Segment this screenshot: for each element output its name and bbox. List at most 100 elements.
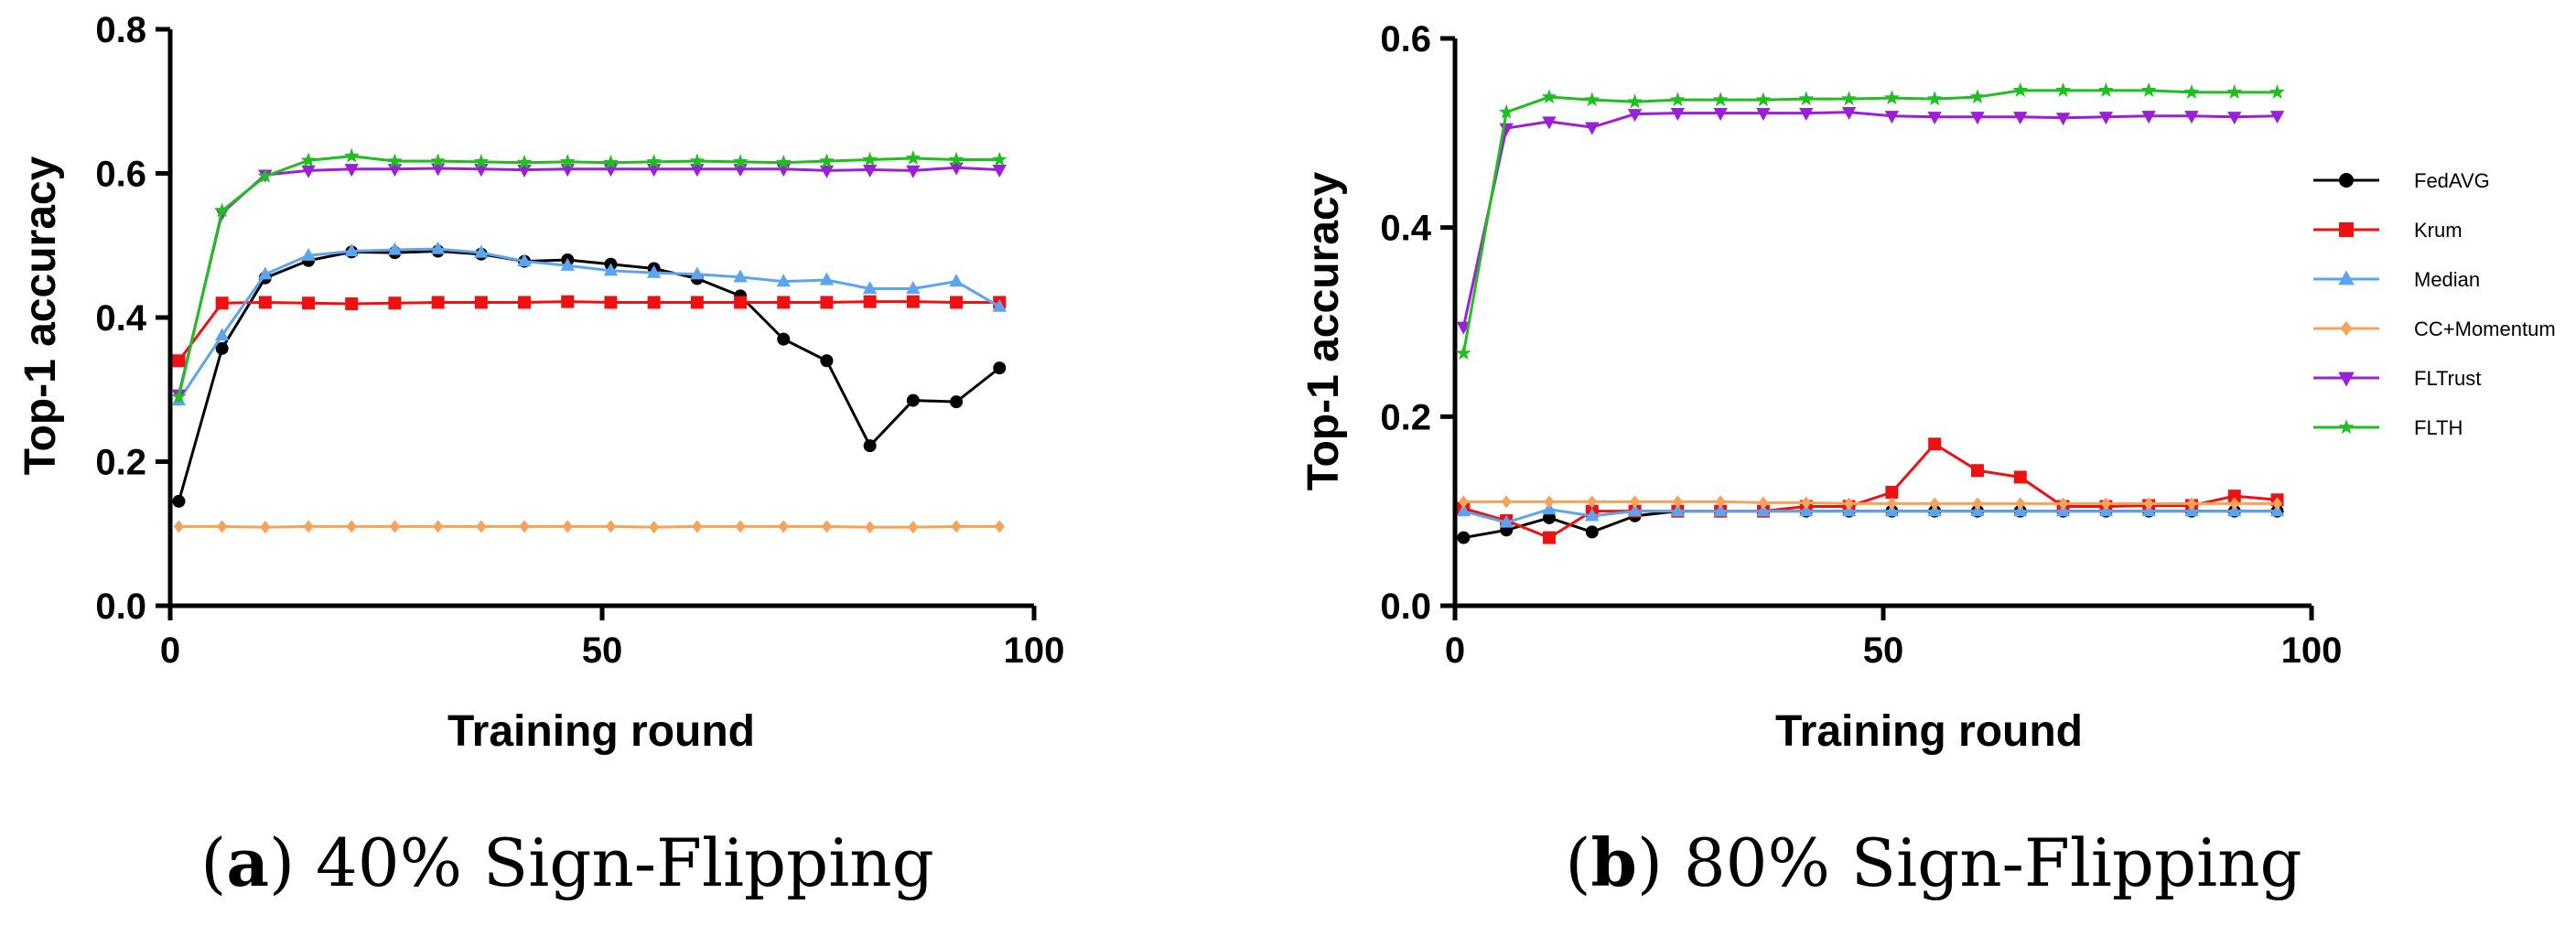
data-point [776,274,791,287]
data-point [2143,497,2154,511]
x-axis-title-a: Training round [447,707,755,756]
data-point [430,241,446,254]
x-tick-label-b: 0 [1445,630,1465,671]
legend-label: FLTH [2414,416,2463,439]
data-point [387,242,403,255]
data-point [1456,321,1471,335]
series-line [1462,508,2278,524]
data-point [991,151,1008,167]
data-point [1756,503,1771,517]
data-point [690,296,704,309]
data-point [1926,91,1943,106]
legend-item-fltrust: FLTrust [2313,367,2481,390]
series-flth-b [1455,82,2285,361]
data-point [992,164,1007,178]
legend-label: FedAVG [2414,169,2490,192]
data-point [906,165,921,178]
data-point [1884,111,1900,124]
data-point [605,520,617,533]
data-point [2226,84,2243,100]
data-point [603,263,619,276]
data-point [1927,112,1942,125]
y-tick-label-a: 0.8 [95,10,146,50]
legend-label: Median [2414,268,2480,291]
data-point [1456,503,1471,517]
data-point [214,202,231,218]
legend-item-krum: Krum [2313,219,2463,242]
data-point [476,520,487,533]
series-line [177,155,1000,397]
data-point [775,154,792,169]
y-axis-title-a: Top-1 accuracy [16,156,65,475]
series-flth-a [171,147,1008,404]
data-point [949,274,964,287]
data-point [2012,82,2029,97]
ticks-a: 0.0 0.2 0.4 0.6 0.8 0 50 100 [95,10,1064,671]
data-point [300,152,317,167]
x-tick-label-a: 50 [582,630,623,671]
caption-letter-b: b [1591,824,1637,901]
data-point [171,388,187,404]
legend-marker [2338,371,2355,387]
data-point [302,296,316,310]
data-point [1712,92,1729,107]
data-point [949,162,964,176]
data-point [1669,92,1686,107]
data-point [1501,495,1512,509]
data-point [2227,112,2242,125]
data-point [214,328,230,341]
data-point [2269,84,2285,100]
legend: FedAVG Krum Median CC+Momentum FLTrust FLTH [2313,169,2556,439]
data-point [258,266,273,280]
data-point [689,153,706,168]
caption-letter-a: a [226,824,269,901]
data-point [2184,111,2199,124]
data-point [561,295,575,308]
data-point [517,253,532,267]
series-line [177,250,1001,502]
y-tick-label-a: 0.2 [95,443,146,483]
data-point [1542,511,1556,524]
series-cc-momentum-a [173,520,1005,534]
data-point [950,296,964,309]
legend-item-fedavg: FedAVG [2313,169,2490,192]
data-point [1585,122,1600,135]
data-point [646,264,662,278]
y-tick-label-a: 0.4 [95,298,146,339]
data-point [389,520,401,533]
data-point [2055,113,2071,126]
series-line [1461,89,2278,354]
data-point [1629,495,1641,509]
data-point [819,153,835,168]
x-tick-label-a: 0 [160,630,180,671]
data-point [993,361,1007,375]
data-point [1585,525,1599,539]
data-point [2269,111,2285,124]
caption-b: (b) 80% Sign-Flipping [1565,824,2301,901]
legend-label: Krum [2414,219,2463,242]
data-point [2227,490,2241,503]
data-point [863,439,877,453]
y-tick-label-a: 0.0 [95,587,146,627]
data-point [217,520,228,533]
data-point [690,266,705,280]
data-point [604,296,618,309]
data-point [1801,496,1812,510]
data-point [1841,107,1857,120]
data-point [1627,503,1643,517]
data-point [2013,470,2027,484]
data-point [906,295,920,308]
series-line [177,166,1000,395]
data-point [1886,497,1897,511]
data-point [820,296,834,309]
data-point [301,165,316,178]
data-point [1627,93,1643,109]
data-point [301,247,316,261]
data-point [1756,108,1771,122]
data-point [863,295,877,308]
data-point [172,354,186,368]
data-point [1713,503,1728,517]
data-point [1799,503,1814,517]
data-point [862,281,878,295]
data-point [777,332,791,346]
